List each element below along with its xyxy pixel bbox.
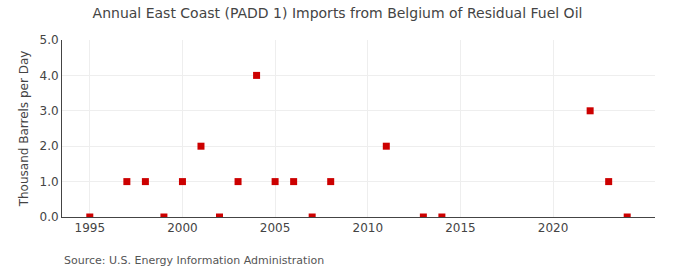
svg-text:1.0: 1.0 <box>40 175 59 189</box>
svg-text:2010: 2010 <box>352 221 383 235</box>
svg-text:5.0: 5.0 <box>40 33 59 47</box>
svg-text:2020: 2020 <box>538 221 569 235</box>
svg-text:Thousand Barrels per Day: Thousand Barrels per Day <box>17 51 31 208</box>
svg-text:3.0: 3.0 <box>40 104 59 118</box>
svg-text:2.0: 2.0 <box>40 139 59 153</box>
svg-text:Source: U.S. Energy Informatio: Source: U.S. Energy Information Administ… <box>64 254 324 267</box>
svg-text:2005: 2005 <box>260 221 291 235</box>
svg-text:2015: 2015 <box>445 221 476 235</box>
svg-text:Annual East Coast (PADD 1) Imp: Annual East Coast (PADD 1) Imports from … <box>93 5 583 21</box>
svg-text:4.0: 4.0 <box>40 69 59 83</box>
svg-text:1995: 1995 <box>75 221 106 235</box>
svg-text:0.0: 0.0 <box>40 210 59 224</box>
svg-text:2000: 2000 <box>167 221 198 235</box>
